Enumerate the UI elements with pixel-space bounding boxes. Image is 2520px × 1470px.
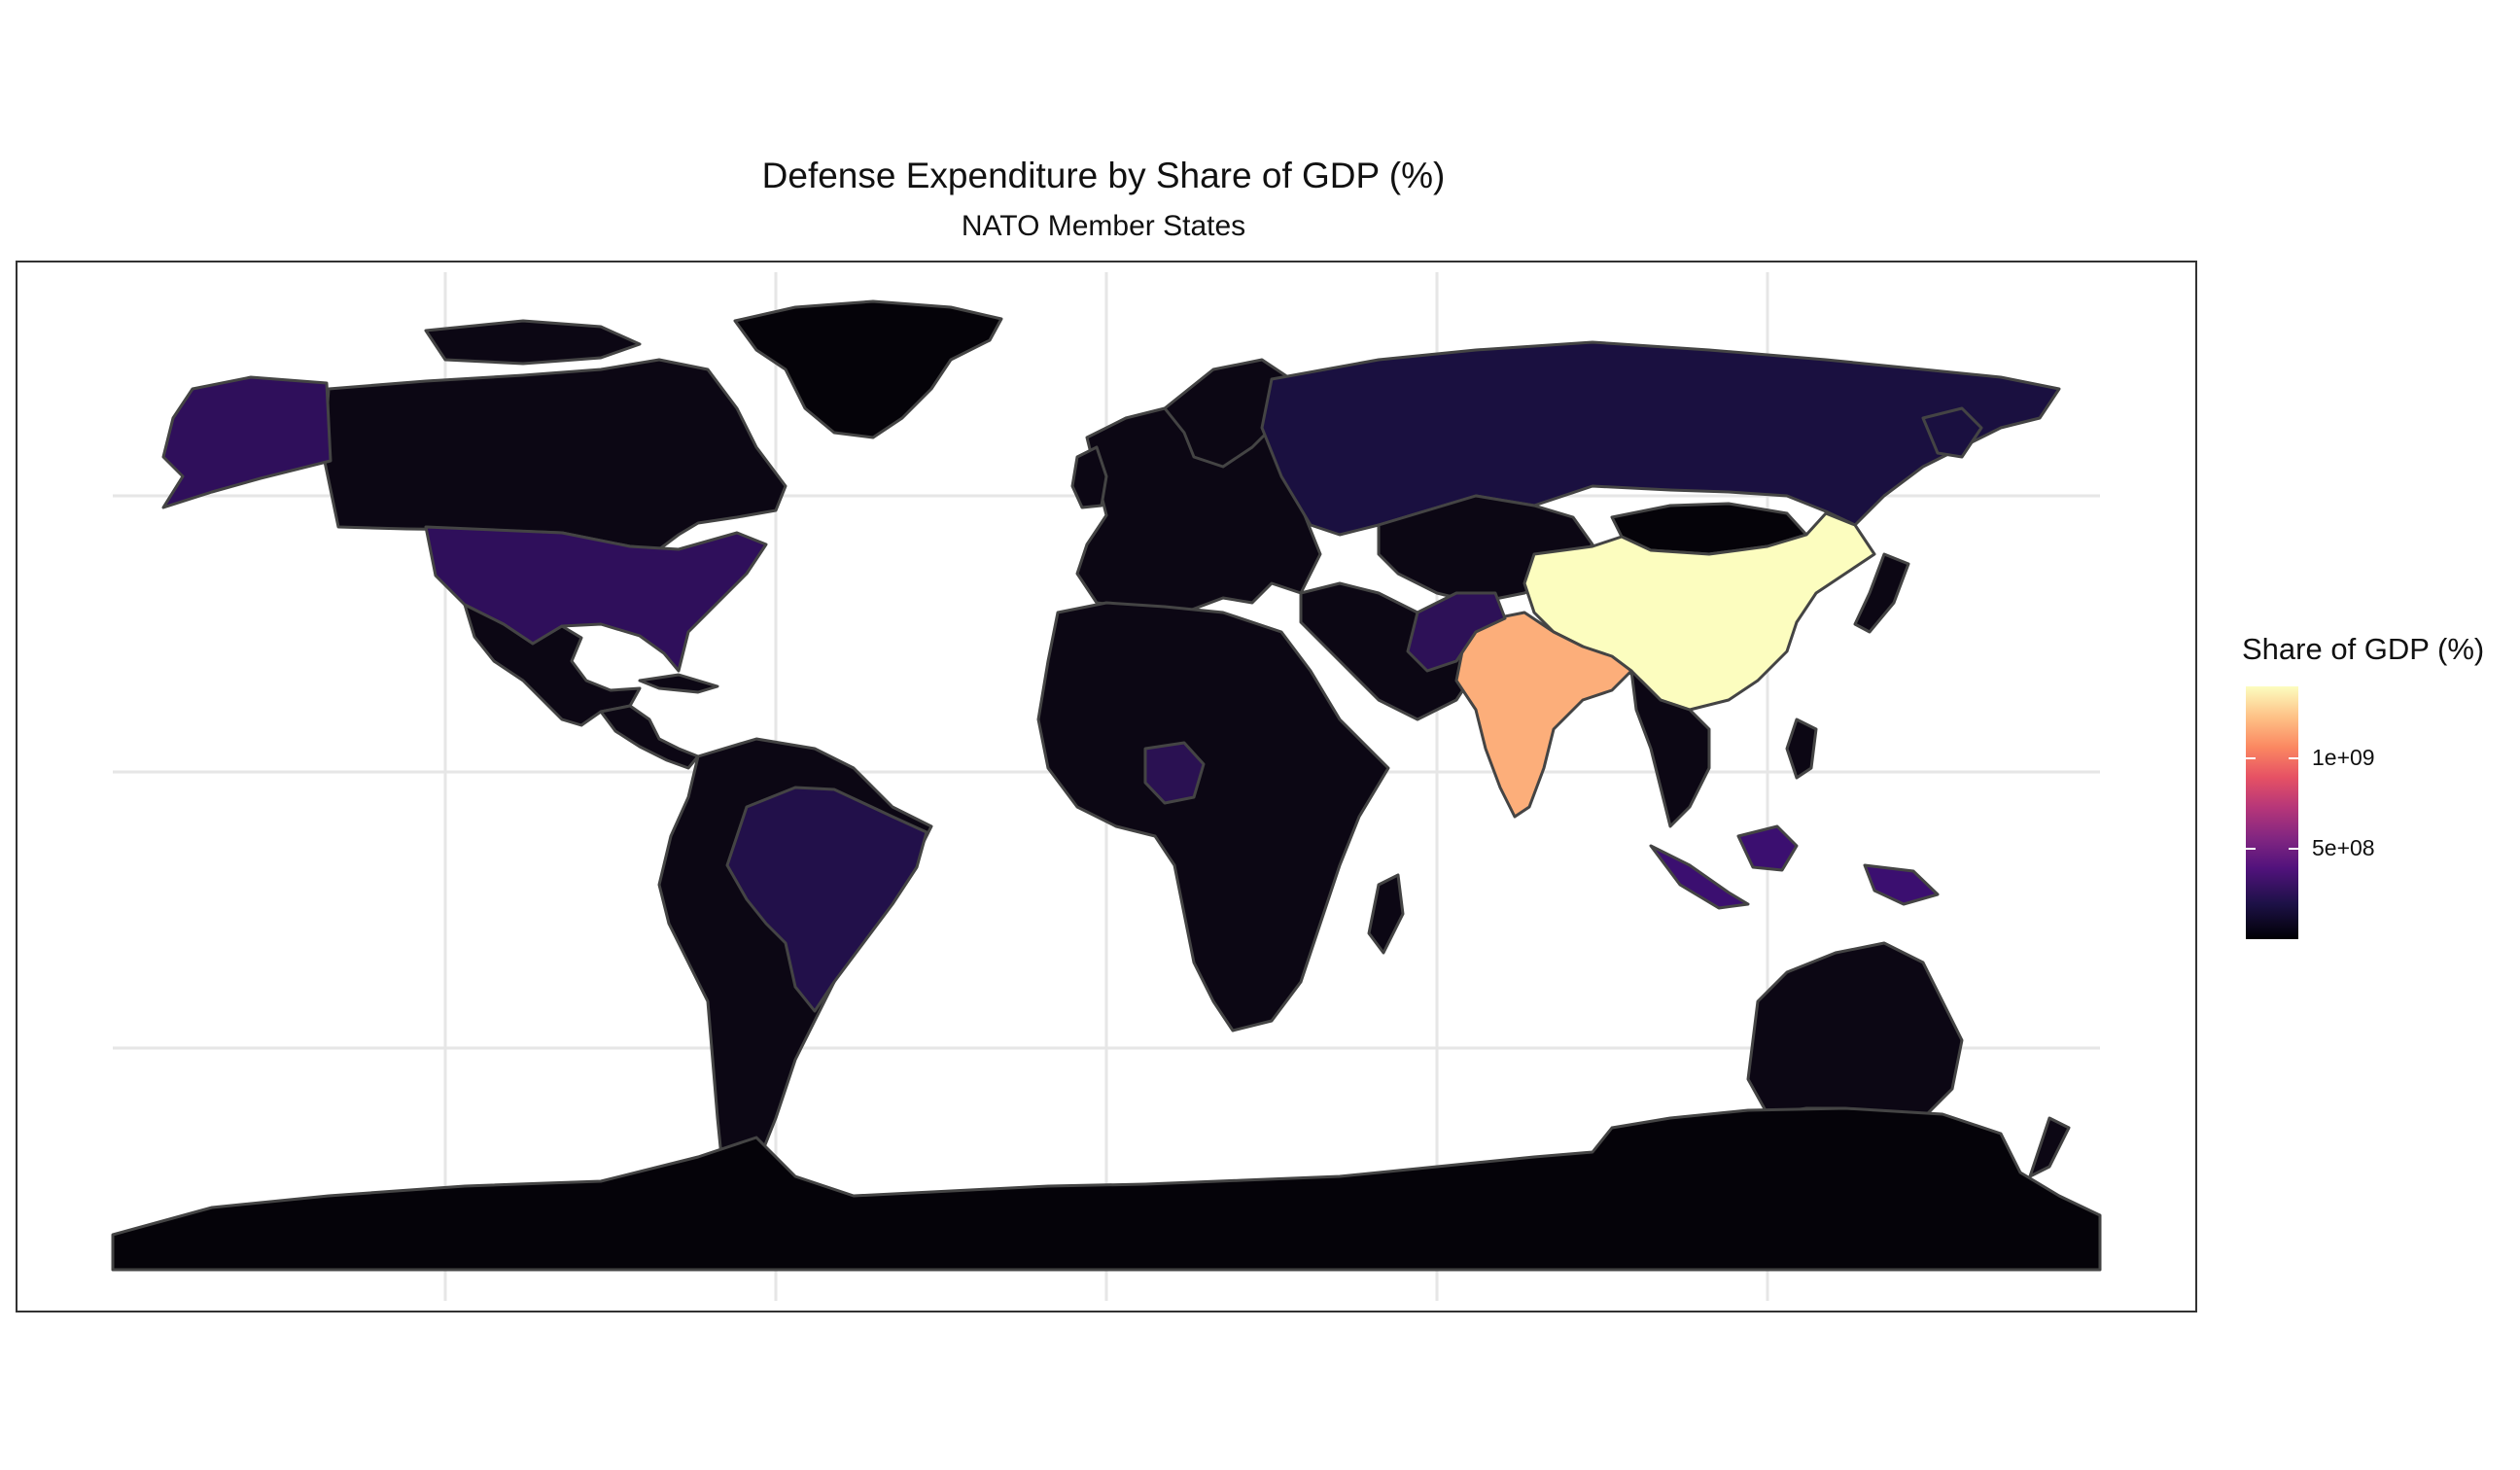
legend-tick-5e8-right — [2289, 848, 2298, 851]
legend-colorbar — [2246, 686, 2298, 939]
region-japan — [1853, 552, 1910, 634]
region-southeast-asia — [1629, 669, 1711, 828]
legend: Share of GDP (%) 1e+09 5e+08 — [2242, 632, 2514, 953]
region-mexico — [463, 603, 642, 727]
legend-tick-1e9-right — [2289, 757, 2298, 760]
region-africa — [1036, 601, 1390, 1032]
region-nigeria — [1143, 741, 1206, 805]
region-united-states — [424, 525, 768, 673]
region-madagascar — [1367, 873, 1405, 955]
region-united-kingdom — [1070, 445, 1108, 509]
legend-title: Share of GDP (%) — [2242, 632, 2485, 666]
countries — [111, 299, 2102, 1272]
region-indonesia-borneo — [1736, 824, 1799, 872]
map-panel — [16, 261, 2197, 1312]
region-alaska — [161, 375, 332, 509]
region-antarctica — [111, 1106, 2102, 1272]
region-brazil — [725, 786, 928, 1013]
region-new-zealand — [2028, 1116, 2071, 1178]
legend-tick-1e9-left — [2246, 757, 2256, 760]
region-australia — [1746, 941, 1964, 1126]
region-pakistan — [1406, 591, 1507, 673]
region-india — [1454, 611, 1633, 819]
chart-title: Defense Expenditure by Share of GDP (%) — [761, 156, 1446, 195]
world-map — [111, 272, 2102, 1301]
region-russia-east — [1921, 406, 1983, 459]
region-indonesia-east — [1863, 863, 1940, 906]
legend-tick-label: 5e+08 — [2312, 835, 2375, 861]
legend-tick-label: 1e+09 — [2312, 745, 2375, 771]
region-canada — [322, 358, 788, 551]
chart-subtitle: NATO Member States — [961, 210, 1246, 242]
region-central-america — [599, 704, 700, 770]
region-cuba — [638, 673, 719, 694]
legend-tick-5e8-left — [2246, 848, 2256, 851]
region-middle-east — [1299, 581, 1478, 721]
region-greenland — [733, 299, 1003, 439]
region-indonesia — [1649, 844, 1750, 910]
region-philippines — [1785, 718, 1818, 780]
region-canada-islands — [424, 319, 642, 366]
